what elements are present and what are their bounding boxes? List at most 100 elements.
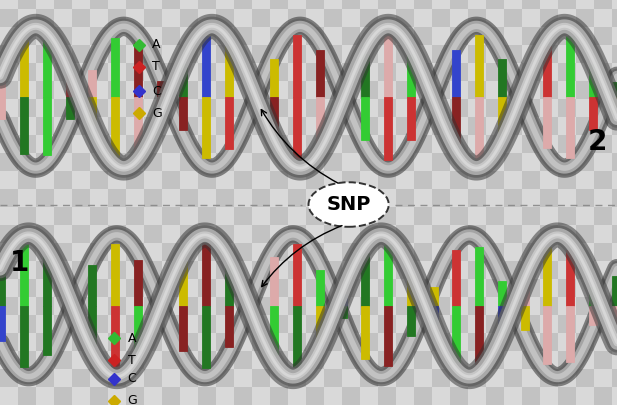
Bar (521, 281, 529, 306)
Bar (108, 351, 126, 369)
Bar (486, 351, 504, 369)
Bar (288, 99, 306, 117)
Bar (612, 315, 617, 333)
Bar (54, 27, 72, 45)
Bar (558, 27, 576, 45)
Bar (18, 279, 36, 297)
Bar (144, 351, 162, 369)
Bar (504, 333, 522, 351)
Bar (594, 243, 612, 261)
Bar (324, 27, 342, 45)
Bar (522, 135, 540, 153)
Bar (144, 9, 162, 27)
Bar (36, 351, 54, 369)
Bar (180, 97, 188, 130)
Bar (180, 135, 198, 153)
Bar (414, 45, 432, 63)
Bar (384, 97, 392, 160)
Bar (576, 63, 594, 81)
Bar (202, 243, 210, 306)
Bar (414, 117, 432, 135)
Bar (360, 63, 378, 81)
Bar (378, 45, 396, 63)
Bar (576, 333, 594, 351)
Bar (288, 0, 306, 9)
Bar (288, 243, 306, 261)
Bar (414, 369, 432, 387)
Bar (324, 171, 342, 189)
Bar (324, 297, 342, 315)
Bar (396, 333, 414, 351)
Bar (558, 315, 576, 333)
Bar (468, 9, 486, 27)
Bar (306, 171, 324, 189)
Bar (288, 189, 306, 207)
Bar (396, 189, 414, 207)
Bar (72, 0, 90, 9)
Text: C: C (128, 372, 136, 385)
Bar (360, 9, 378, 27)
Bar (432, 369, 450, 387)
Bar (90, 63, 108, 81)
Bar (432, 0, 450, 9)
Bar (90, 315, 108, 333)
Bar (558, 117, 576, 135)
Bar (324, 153, 342, 171)
Bar (54, 171, 72, 189)
Bar (216, 225, 234, 243)
Bar (540, 135, 558, 153)
Bar (72, 207, 90, 225)
Bar (566, 97, 574, 158)
Bar (504, 153, 522, 171)
Bar (576, 261, 594, 279)
Bar (198, 135, 216, 153)
Bar (540, 99, 558, 117)
Bar (252, 261, 270, 279)
Bar (360, 369, 378, 387)
Bar (396, 225, 414, 243)
Bar (144, 171, 162, 189)
Bar (198, 9, 216, 27)
Bar (162, 261, 180, 279)
Bar (306, 153, 324, 171)
Bar (378, 297, 396, 315)
Bar (126, 207, 144, 225)
Bar (0, 189, 18, 207)
Bar (234, 261, 252, 279)
Bar (486, 171, 504, 189)
Bar (270, 243, 288, 261)
Bar (88, 265, 96, 306)
Bar (180, 189, 198, 207)
Bar (378, 225, 396, 243)
Bar (36, 81, 54, 99)
Bar (414, 351, 432, 369)
Bar (432, 153, 450, 171)
Bar (450, 387, 468, 405)
Bar (558, 63, 576, 81)
Bar (540, 333, 558, 351)
Bar (270, 59, 278, 97)
Bar (558, 189, 576, 207)
Bar (157, 97, 165, 113)
Bar (225, 46, 233, 97)
Bar (180, 45, 198, 63)
Bar (198, 279, 216, 297)
Bar (216, 9, 234, 27)
Bar (324, 189, 342, 207)
Bar (180, 243, 198, 261)
Bar (429, 306, 437, 324)
Bar (324, 207, 342, 225)
Bar (521, 306, 529, 330)
Bar (594, 45, 612, 63)
Bar (594, 0, 612, 9)
Bar (72, 45, 90, 63)
Bar (407, 275, 415, 306)
Bar (432, 171, 450, 189)
Bar (468, 189, 486, 207)
Bar (612, 171, 617, 189)
Bar (18, 387, 36, 405)
Bar (126, 9, 144, 27)
Bar (450, 351, 468, 369)
Bar (558, 81, 576, 99)
Bar (342, 45, 360, 63)
